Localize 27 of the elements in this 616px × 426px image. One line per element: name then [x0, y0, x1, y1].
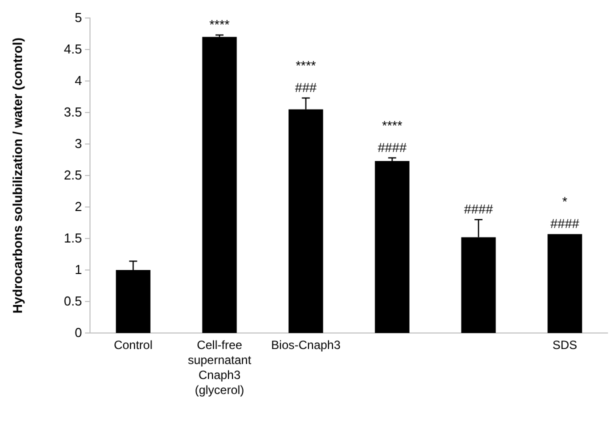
x-tick-label: SDS — [552, 338, 578, 352]
bar — [548, 234, 582, 333]
y-tick-label: 0.5 — [64, 294, 82, 309]
x-tick-label: Bios-Cnaph3 — [271, 338, 341, 352]
x-tick-label: Cell-free supernatant Cnaph3 (glycerol) — [188, 338, 252, 398]
y-tick-label: 2.5 — [64, 168, 82, 183]
annotation: #### — [378, 140, 408, 155]
annotation: **** — [296, 58, 316, 74]
y-tick-label: 2 — [74, 199, 82, 214]
annotation: **** — [382, 118, 402, 133]
annotation: **** — [209, 17, 230, 32]
annotation: #### — [550, 216, 580, 232]
y-tick-label: 5 — [74, 10, 82, 26]
annotation: #### — [464, 202, 494, 217]
y-tick-label: 4.5 — [64, 42, 82, 57]
y-tick-label: 3.5 — [64, 104, 82, 120]
y-tick-label: 0 — [74, 325, 82, 340]
annotation: * — [562, 194, 568, 210]
bar — [374, 161, 410, 333]
y-axis-title: Hydrocarbons solubilization / water (control) — [10, 38, 25, 314]
y-tick-label: 1.5 — [64, 230, 82, 246]
annotation: ### — [294, 80, 318, 96]
y-tick-label: 4 — [74, 73, 82, 88]
y-tick-label: 3 — [74, 136, 82, 152]
bar — [202, 36, 237, 333]
x-tick-label: Control — [114, 338, 153, 352]
y-tick-label: 1 — [74, 262, 82, 278]
